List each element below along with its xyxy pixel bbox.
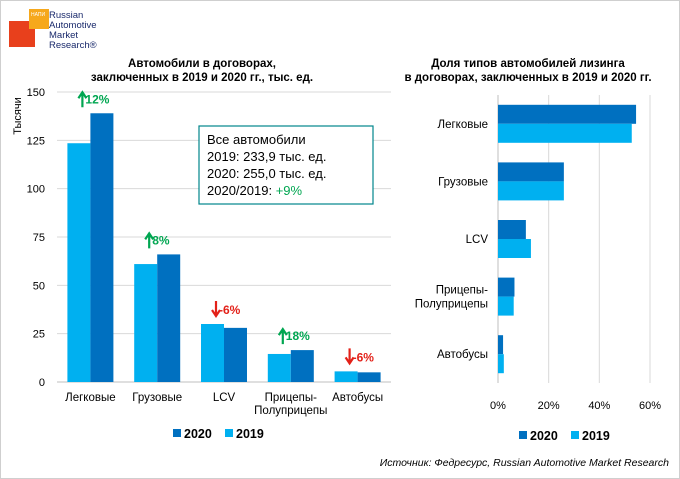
left-category-label: Прицепы- bbox=[265, 392, 317, 404]
right-bar-2019 bbox=[498, 354, 504, 374]
left-category-label: Полуприцепы bbox=[254, 405, 327, 417]
left-change-label: -6% bbox=[219, 303, 241, 317]
right-bar-2019 bbox=[498, 181, 564, 201]
left-bar-2019 bbox=[334, 371, 358, 382]
left-change-label: 18% bbox=[286, 329, 310, 343]
right-bar-2020 bbox=[498, 277, 515, 297]
left-bar-2019 bbox=[267, 353, 291, 382]
left-change-arrow-down bbox=[211, 301, 221, 318]
note-line3: 2020: 255,0 тыс. ед. bbox=[207, 166, 326, 181]
right-x-tick-label: 0% bbox=[490, 400, 506, 412]
right-bar-2019 bbox=[498, 123, 632, 143]
left-bar-2019 bbox=[67, 143, 91, 382]
logo-orange-square bbox=[29, 9, 49, 29]
right-bar-2020 bbox=[498, 220, 526, 239]
right-category-label: Автобусы bbox=[437, 349, 488, 361]
left-y-tick-label: 50 bbox=[33, 280, 45, 292]
left-change-arrow-down bbox=[344, 348, 355, 366]
right-bar-2020 bbox=[498, 335, 504, 355]
right-bar-2020 bbox=[498, 162, 564, 182]
left-y-tick-label: 100 bbox=[27, 184, 45, 196]
left-bar-2020 bbox=[157, 254, 181, 382]
left-legend-label: 2019 bbox=[236, 427, 264, 441]
note-line2: 2019: 233,9 тыс. ед. bbox=[207, 149, 326, 164]
left-chart-title-line1: Автомобили в договорах, bbox=[128, 58, 276, 70]
left-legend-swatch bbox=[173, 429, 181, 437]
left-change-label: -6% bbox=[353, 350, 375, 364]
right-legend-label: 2020 bbox=[530, 429, 558, 443]
logo-text: Russian Automotive Market Research® bbox=[49, 10, 97, 51]
right-x-tick-label: 20% bbox=[538, 400, 560, 412]
right-chart-title-line1: Доля типов автомобилей лизинга bbox=[431, 58, 625, 70]
left-bar-2019 bbox=[134, 264, 158, 382]
right-bar-2019 bbox=[498, 296, 514, 316]
left-change-arrow-up bbox=[77, 90, 88, 108]
note-box: Все автомобили 2019: 233,9 тыс. ед. 2020… bbox=[198, 125, 374, 205]
left-legend-label: 2020 bbox=[184, 427, 212, 441]
left-category-label: Грузовые bbox=[132, 392, 182, 404]
note-line1: Все автомобили bbox=[207, 132, 306, 147]
left-chart-title-line2: заключенных в 2019 и 2020 гг., тыс. ед. bbox=[91, 72, 313, 84]
left-legend-swatch bbox=[225, 429, 233, 437]
left-change-arrow-up bbox=[277, 327, 288, 345]
left-y-tick-label: 150 bbox=[27, 87, 45, 99]
logo-small-text: НАПИ bbox=[31, 12, 46, 18]
right-bar-2019 bbox=[498, 239, 531, 258]
left-change-label: 12% bbox=[85, 92, 109, 106]
left-y-tick-label: 75 bbox=[33, 232, 45, 244]
left-bar-2019 bbox=[201, 324, 224, 382]
left-category-label: LCV bbox=[213, 392, 236, 404]
right-category-label: Полуприцепы bbox=[415, 299, 488, 311]
right-bar-2020 bbox=[498, 104, 637, 124]
left-category-label: Легковые bbox=[65, 392, 115, 404]
logo: НАПИ Russian Automotive Market Research® bbox=[9, 9, 99, 67]
left-y-tick-label: 125 bbox=[27, 135, 45, 147]
left-y-tick-label: 25 bbox=[33, 329, 45, 341]
right-chart-title-line2: в договорах, заключенных в 2019 и 2020 г… bbox=[404, 72, 651, 84]
right-x-tick-label: 40% bbox=[588, 400, 610, 412]
left-change-arrow-up bbox=[144, 231, 155, 249]
source-note: Источник: Федресурс, Russian Automotive … bbox=[380, 457, 669, 469]
right-x-tick-label: 60% bbox=[639, 400, 661, 412]
left-chart-ylabel: Тысячи bbox=[12, 97, 24, 134]
left-bar-2020 bbox=[357, 372, 381, 382]
note-line4-prefix: 2020/2019: bbox=[207, 183, 276, 198]
left-bar-2020 bbox=[90, 113, 114, 383]
right-category-label: LCV bbox=[466, 234, 489, 246]
left-bar-2020 bbox=[224, 327, 247, 382]
right-legend-swatch bbox=[519, 431, 527, 439]
right-legend-label: 2019 bbox=[582, 429, 610, 443]
left-change-label: 8% bbox=[152, 233, 170, 247]
left-bar-2020 bbox=[290, 350, 314, 382]
right-legend-swatch bbox=[571, 431, 579, 439]
left-y-tick-label: 0 bbox=[39, 377, 45, 389]
note-line4-value: +9% bbox=[276, 183, 303, 198]
right-category-label: Легковые bbox=[438, 119, 488, 131]
right-category-label: Грузовые bbox=[438, 176, 488, 188]
left-category-label: Автобусы bbox=[332, 392, 383, 404]
right-category-label: Прицепы- bbox=[436, 285, 488, 297]
note-line4: 2020/2019: +9% bbox=[207, 183, 303, 198]
